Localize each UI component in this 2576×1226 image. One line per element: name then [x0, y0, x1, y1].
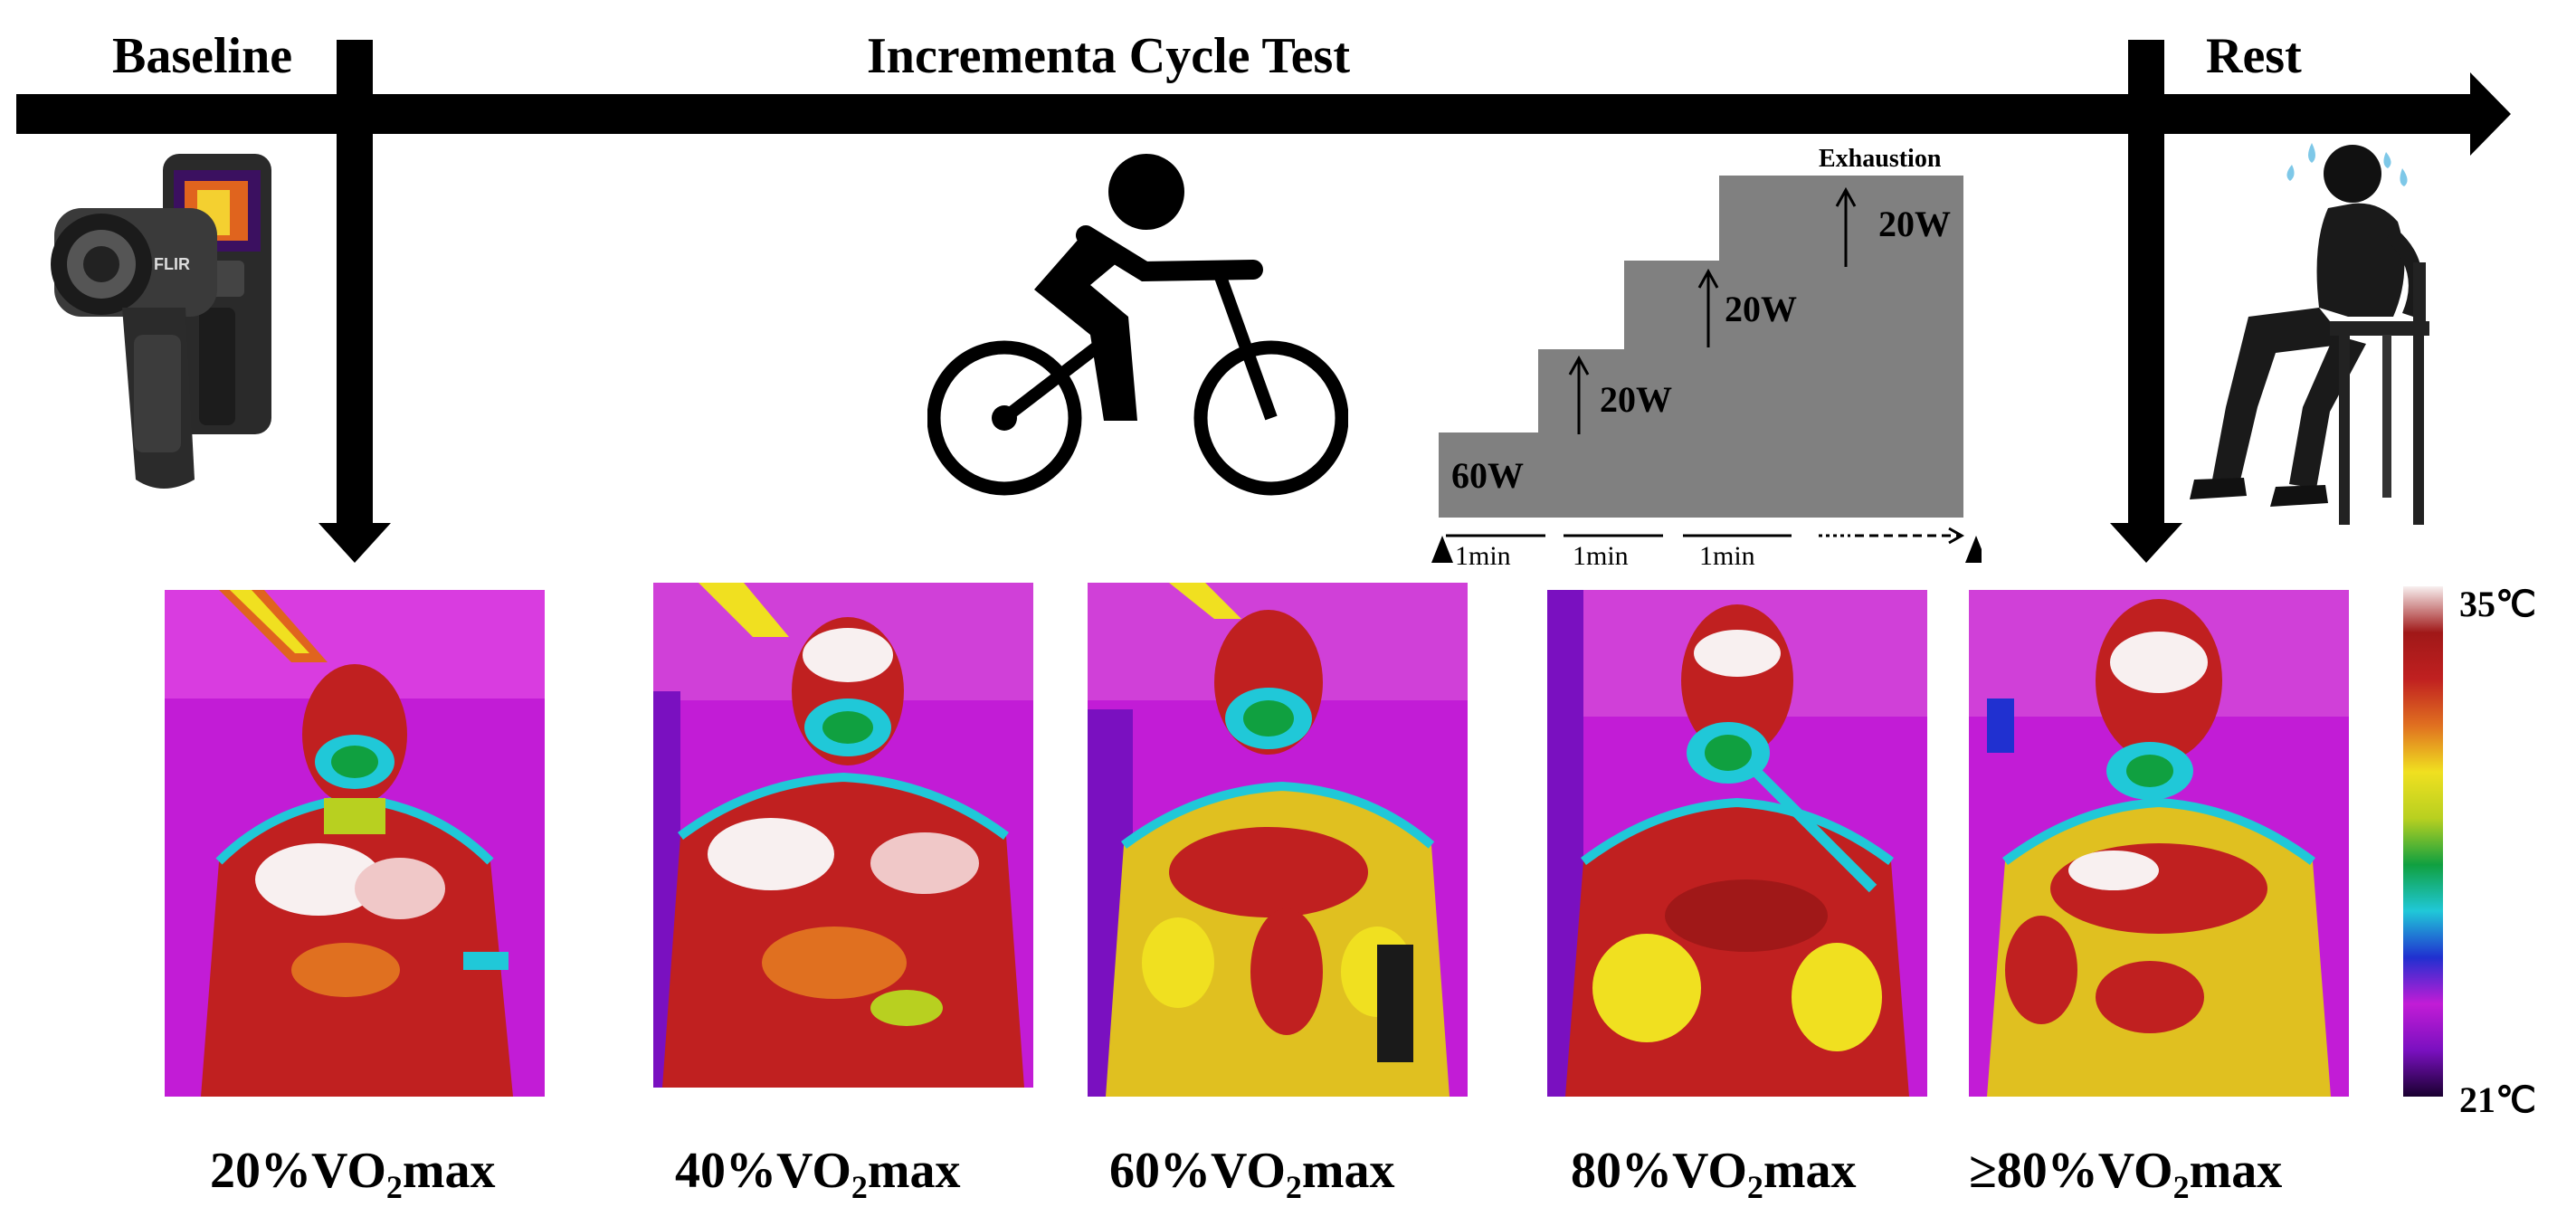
scale-min-label: 21℃: [2459, 1079, 2536, 1120]
intensity-label-5: ≥80%VO2max: [1969, 1143, 2283, 1206]
phase-label-incremental: Incrementa Cycle Test: [867, 28, 1350, 84]
duration-label-1: 1min: [1455, 541, 1511, 571]
resting-person-icon: [2190, 143, 2429, 525]
thermogram-2: [653, 583, 1033, 1088]
thermogram-4: [1547, 590, 1927, 1097]
thermogram-5: [1969, 590, 2349, 1097]
increment-label-3: 20W: [1878, 204, 1951, 244]
intensity-label-3: 60%VO2max: [1109, 1143, 1395, 1206]
intensity-label-2: 40%VO2max: [675, 1143, 961, 1206]
thermal-camera-icon: FLIR: [51, 154, 271, 489]
increment-label-2: 20W: [1725, 289, 1797, 329]
protocol-staircase: [1431, 176, 1982, 563]
exhaustion-label: Exhaustion: [1819, 145, 1942, 173]
temperature-color-scale: [2403, 586, 2443, 1097]
svg-text:FLIR: FLIR: [154, 255, 190, 273]
intensity-label-4: 80%VO2max: [1571, 1143, 1857, 1206]
intensity-label-1: 20%VO2max: [210, 1143, 496, 1206]
cyclist-icon: [927, 154, 1348, 496]
scale-max-label: 35℃: [2459, 584, 2536, 624]
staircase-area: [1439, 176, 1963, 518]
phase-label-baseline: Baseline: [112, 28, 293, 84]
duration-label-2: 1min: [1573, 541, 1629, 571]
phase-label-rest: Rest: [2206, 28, 2302, 84]
start-load-label: 60W: [1451, 455, 1524, 496]
duration-label-3: 1min: [1699, 541, 1755, 571]
increment-label-1: 20W: [1600, 379, 1672, 420]
thermogram-3: [1088, 583, 1468, 1097]
thermogram-1: [165, 590, 545, 1097]
